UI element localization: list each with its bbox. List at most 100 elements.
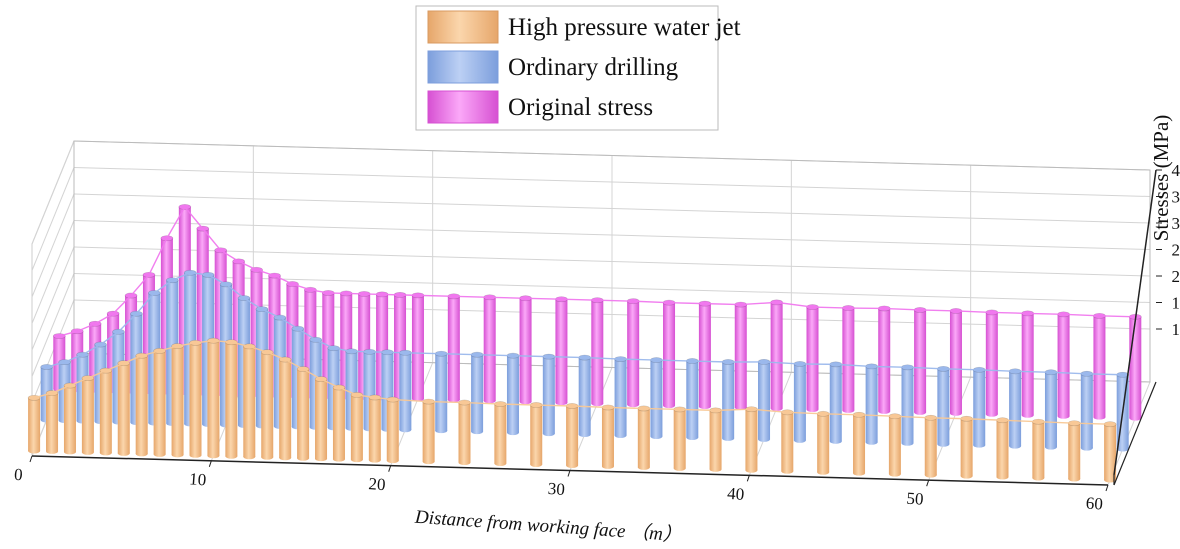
bar: [1022, 311, 1034, 418]
bar: [627, 299, 639, 408]
bar: [914, 307, 926, 414]
bar-bottom: [435, 428, 447, 433]
bar-bottom: [315, 456, 327, 461]
bar: [973, 367, 985, 447]
bar: [853, 412, 865, 476]
bar-body: [297, 369, 309, 458]
bar-bottom: [866, 440, 878, 445]
bar-bottom: [830, 439, 842, 444]
bar-bottom: [520, 399, 532, 404]
bar-bottom: [484, 398, 496, 403]
bar: [735, 302, 747, 410]
y-axis-label: Stresses (MPa): [1149, 115, 1173, 242]
bar-bottom: [154, 452, 166, 457]
bar-body: [484, 297, 496, 400]
bar: [297, 366, 309, 460]
bar-body: [435, 354, 447, 431]
bar-body: [591, 300, 603, 403]
bar-body: [28, 398, 40, 451]
bar-body: [315, 379, 327, 459]
bar: [64, 383, 76, 454]
bar-body: [543, 357, 555, 434]
bar-body: [207, 341, 219, 456]
bar-bottom: [722, 436, 734, 441]
bar-bottom: [172, 452, 184, 457]
bar-body: [423, 402, 435, 462]
bar: [399, 350, 411, 432]
bar: [699, 301, 711, 409]
bar-body: [889, 416, 901, 474]
bar-body: [520, 298, 532, 401]
bar-bottom: [638, 465, 650, 470]
bar-bottom: [530, 462, 542, 467]
bar: [1009, 369, 1021, 449]
bar-body: [1045, 372, 1057, 447]
y-tick-label: 25: [1172, 241, 1180, 260]
bar: [566, 403, 578, 468]
bar-bottom: [674, 466, 686, 471]
bar-bottom: [261, 455, 273, 460]
bar: [1093, 313, 1105, 419]
legend-label-original-stress: Original stress: [508, 94, 653, 121]
bar: [172, 343, 184, 457]
bar-bottom: [771, 406, 783, 411]
bar: [28, 395, 40, 453]
bar: [781, 410, 793, 474]
x-tick-mark: [568, 471, 570, 477]
bar-bottom: [399, 427, 411, 432]
bar: [333, 385, 345, 462]
bar-body: [722, 362, 734, 438]
bar-bottom: [369, 457, 381, 462]
bar: [243, 344, 255, 459]
bar-body: [46, 393, 58, 451]
bar: [530, 402, 542, 467]
y-tick-label: 10: [1172, 320, 1180, 339]
bar-bottom: [1081, 445, 1093, 450]
bar-bottom: [297, 456, 309, 461]
bar-bottom: [1093, 414, 1105, 419]
bar: [471, 352, 483, 434]
bar: [82, 376, 94, 455]
bar-body: [333, 388, 345, 460]
bar: [771, 300, 783, 411]
bar-bottom: [333, 456, 345, 461]
bar: [925, 415, 937, 477]
bar: [745, 407, 757, 473]
bar-body: [771, 302, 783, 408]
bar: [602, 405, 614, 469]
x-tick-mark: [209, 461, 211, 467]
bar-bottom: [579, 432, 591, 437]
bar-bottom: [710, 467, 722, 472]
bar: [902, 365, 914, 446]
bar: [997, 418, 1009, 480]
bar: [889, 414, 901, 477]
bar-bottom: [190, 453, 202, 458]
bar: [100, 368, 112, 455]
bar-bottom: [902, 441, 914, 446]
bar-body: [494, 404, 506, 463]
bar-body: [710, 410, 722, 469]
x-tick-label: 50: [906, 489, 924, 509]
bar-bottom: [817, 470, 829, 475]
bar: [986, 310, 998, 417]
bar-bottom: [207, 453, 219, 458]
bar-body: [878, 308, 890, 411]
bar-body: [986, 312, 998, 414]
bar: [435, 351, 447, 433]
bar-bottom: [1032, 475, 1044, 480]
bar: [369, 395, 381, 463]
bar-bottom: [950, 411, 962, 416]
bar-bottom: [937, 442, 949, 447]
x-tick-mark: [927, 480, 929, 486]
bar-body: [555, 299, 567, 402]
bar: [663, 300, 675, 408]
y-tick-label: 15: [1172, 294, 1180, 313]
bar: [937, 366, 949, 446]
bar-body: [1009, 371, 1021, 446]
bar-body: [1032, 422, 1044, 478]
legend: High pressure water jet Ordinary drillin…: [416, 6, 741, 130]
bar-body: [925, 418, 937, 475]
bar-bottom: [100, 450, 112, 455]
bar: [1081, 371, 1093, 450]
bar-body: [136, 356, 148, 454]
